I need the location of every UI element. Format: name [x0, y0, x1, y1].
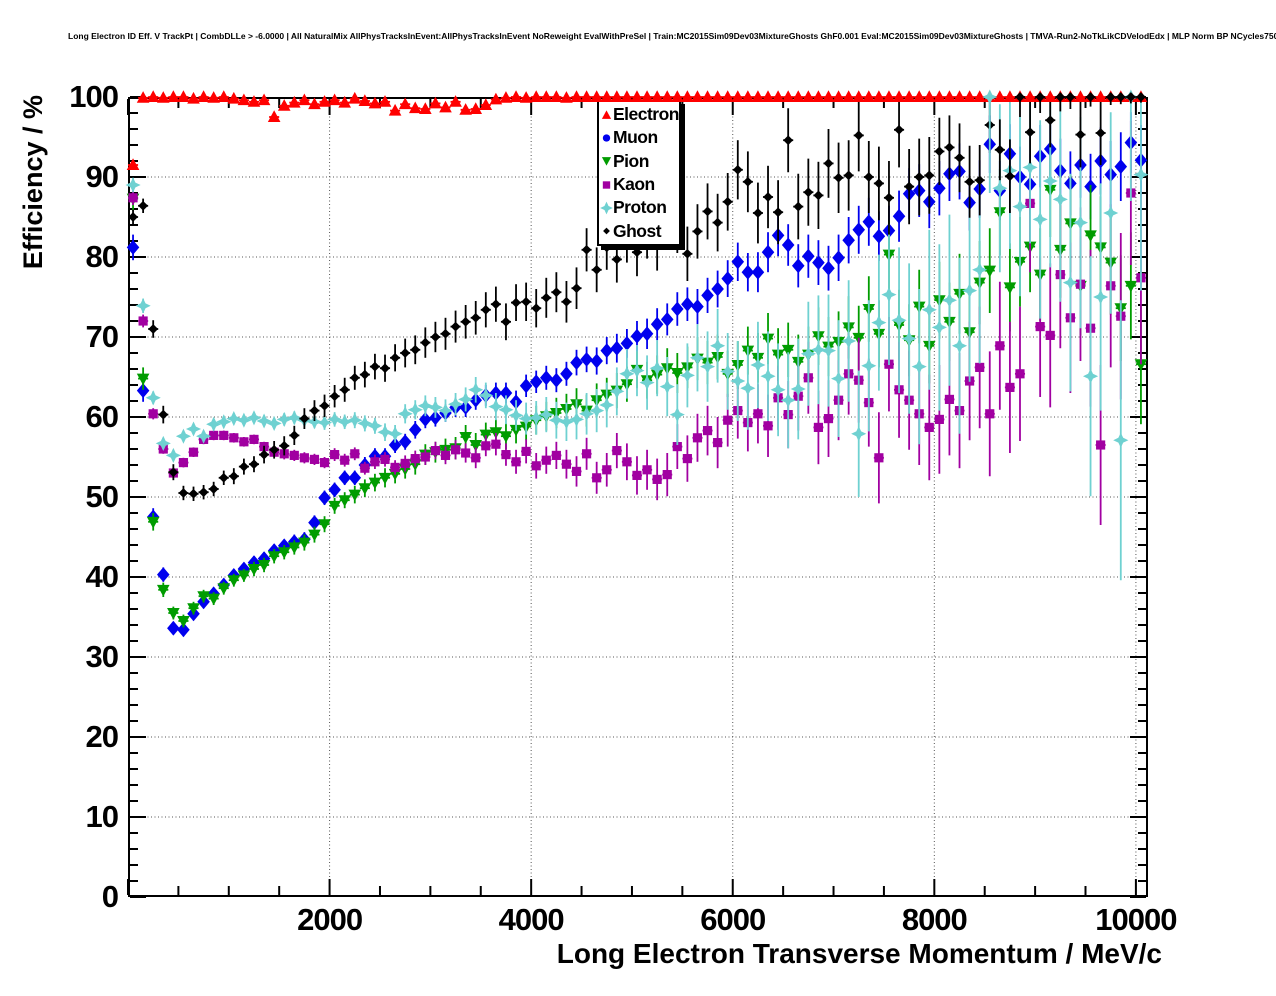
x-tick-label-4000: 4000 — [498, 902, 565, 937]
y-tick-label-20: 20 — [85, 719, 119, 754]
y-tick-label-70: 70 — [85, 319, 119, 354]
plot-title: Long Electron ID Eff. V TrackPt | CombDL… — [68, 31, 1276, 41]
legend-label: Kaon — [613, 174, 655, 195]
y-tick-label-90: 90 — [85, 159, 119, 194]
legend-label: Ghost — [613, 220, 662, 241]
series-electron — [126, 97, 493, 170]
legend-item-proton: Proton — [600, 196, 679, 219]
x-axis-title: Long Electron Transverse Momentum / MeV/… — [556, 938, 1162, 969]
y-tick-label-60: 60 — [85, 399, 119, 434]
x-tick-label-2000: 2000 — [297, 902, 363, 937]
y-tick-label-10: 10 — [85, 799, 119, 834]
legend-item-ghost: Ghost — [600, 220, 679, 243]
legend-box: Electron Muon Pion Kaon Proton Ghost — [597, 100, 681, 246]
x-tick-label-6000: 6000 — [700, 902, 766, 937]
x-tick-label-8000: 8000 — [901, 902, 968, 937]
legend-item-pion: Pion — [600, 150, 679, 173]
ghost-marker-icon — [603, 227, 610, 235]
electron-marker-icon — [601, 110, 612, 119]
legend-label: Pion — [613, 150, 649, 171]
legend-label: Proton — [613, 197, 667, 218]
legend-item-muon: Muon — [600, 126, 679, 149]
y-tick-label-40: 40 — [85, 559, 119, 594]
y-tick-label-30: 30 — [85, 639, 119, 674]
y-tick-label-80: 80 — [85, 239, 119, 274]
legend-item-electron: Electron — [600, 103, 680, 126]
x-tick-label-10000: 10000 — [1095, 902, 1177, 937]
legend-label: Electron — [612, 104, 680, 125]
kaon-marker-icon — [602, 180, 611, 189]
legend-label: Muon — [613, 127, 658, 148]
muon-marker-icon — [602, 134, 611, 142]
y-tick-label-50: 50 — [85, 479, 119, 514]
pion-marker-icon — [601, 157, 612, 166]
y-tick-label-100: 100 — [69, 79, 119, 114]
y-tick-label-0: 0 — [101, 879, 119, 914]
legend-item-kaon: Kaon — [600, 173, 679, 196]
proton-marker-icon — [600, 201, 613, 215]
